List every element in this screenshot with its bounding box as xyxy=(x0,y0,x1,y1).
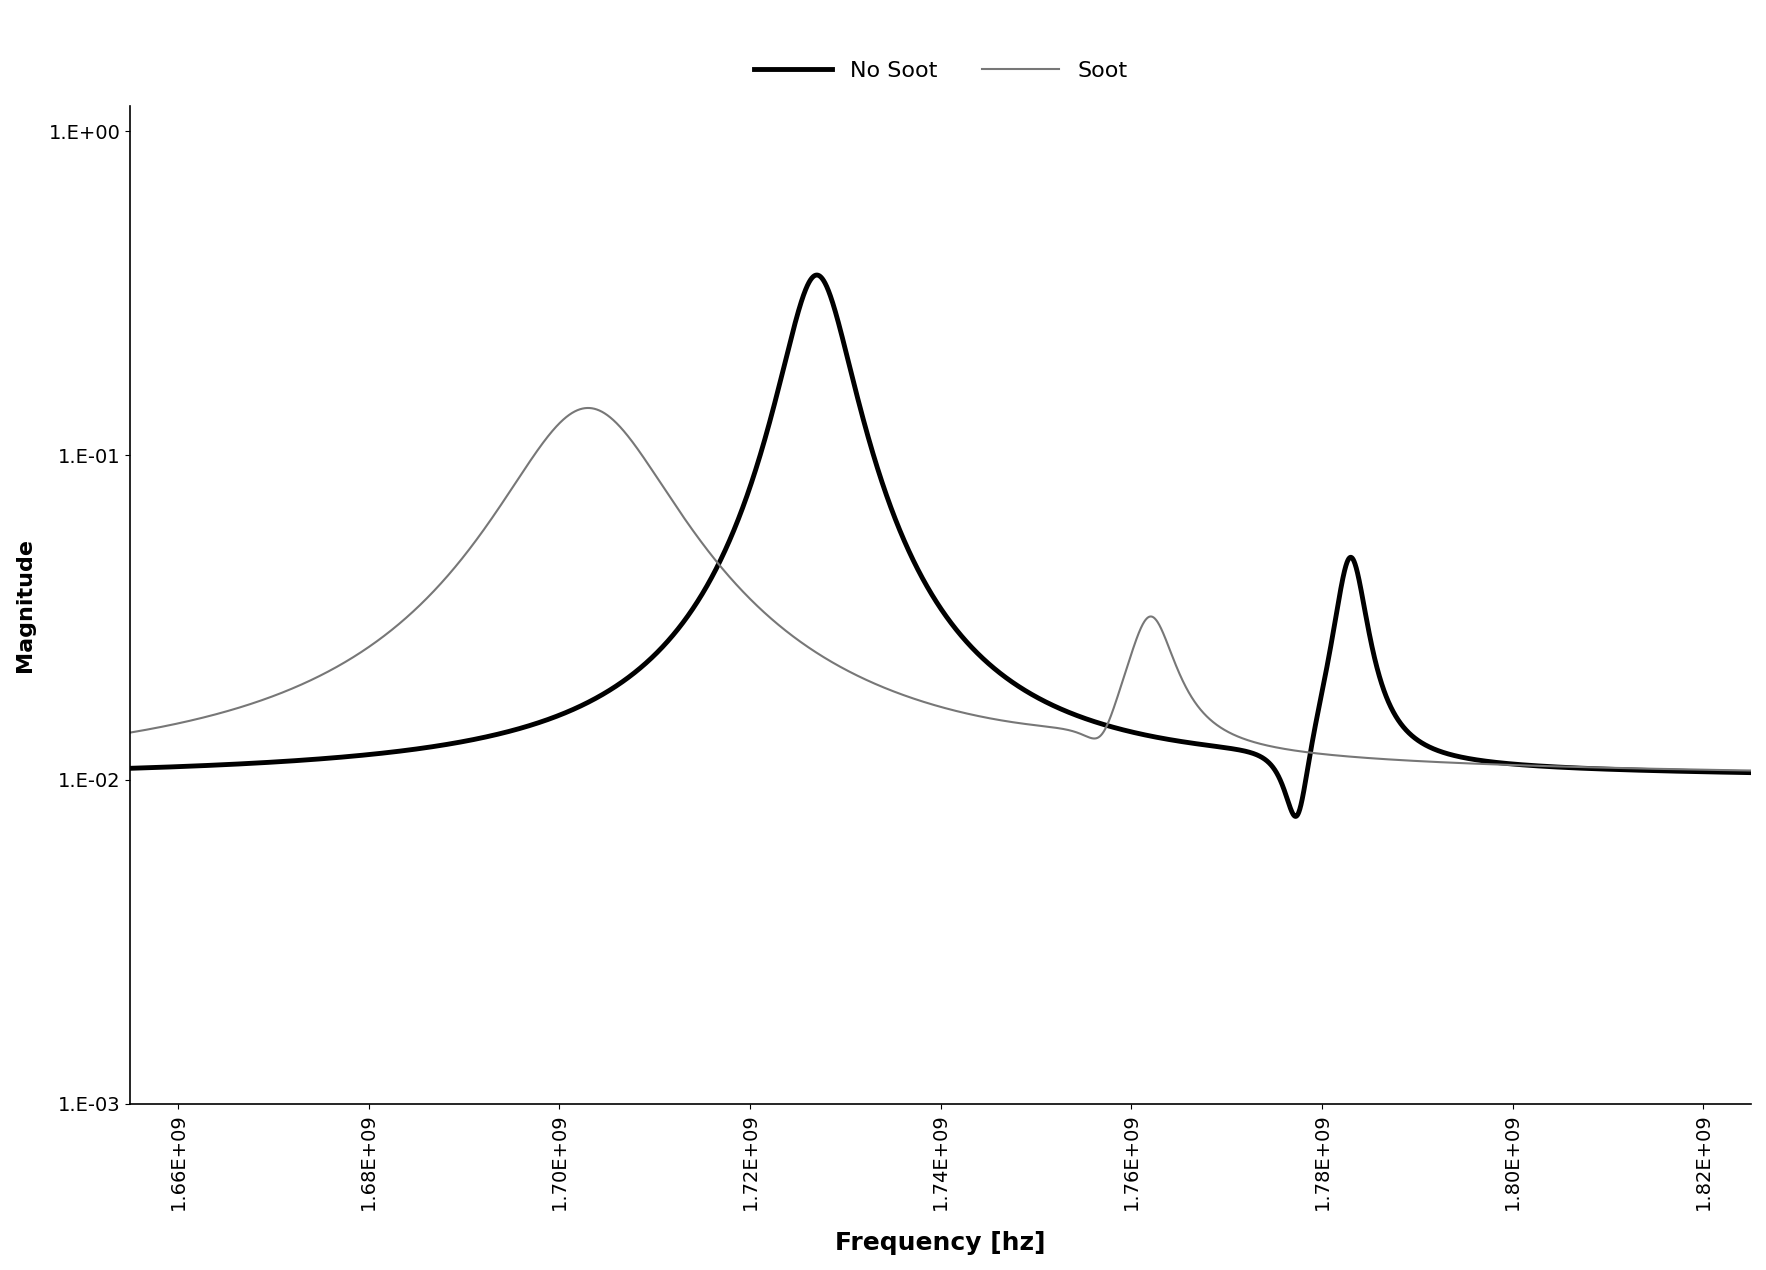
No Soot xyxy=(1655,763,1676,779)
Soot xyxy=(1655,762,1676,777)
No Soot xyxy=(438,737,459,752)
X-axis label: Frequency [hz]: Frequency [hz] xyxy=(835,1231,1045,1255)
Soot xyxy=(913,693,934,709)
Soot xyxy=(217,704,238,719)
Line: No Soot: No Soot xyxy=(131,276,1752,817)
No Soot xyxy=(1741,765,1762,780)
Y-axis label: Magnitude: Magnitude xyxy=(14,537,35,672)
Soot xyxy=(1741,763,1762,779)
Soot xyxy=(187,711,208,726)
Soot xyxy=(577,400,599,415)
Soot xyxy=(120,725,141,740)
Legend: No Soot, Soot: No Soot, Soot xyxy=(745,52,1136,90)
No Soot xyxy=(1286,809,1307,824)
No Soot xyxy=(913,572,934,587)
Line: Soot: Soot xyxy=(131,408,1752,771)
No Soot xyxy=(217,757,238,772)
No Soot xyxy=(127,761,148,776)
No Soot xyxy=(807,268,828,283)
Soot xyxy=(127,724,148,739)
No Soot xyxy=(187,758,208,773)
No Soot xyxy=(120,761,141,776)
Soot xyxy=(438,568,459,583)
